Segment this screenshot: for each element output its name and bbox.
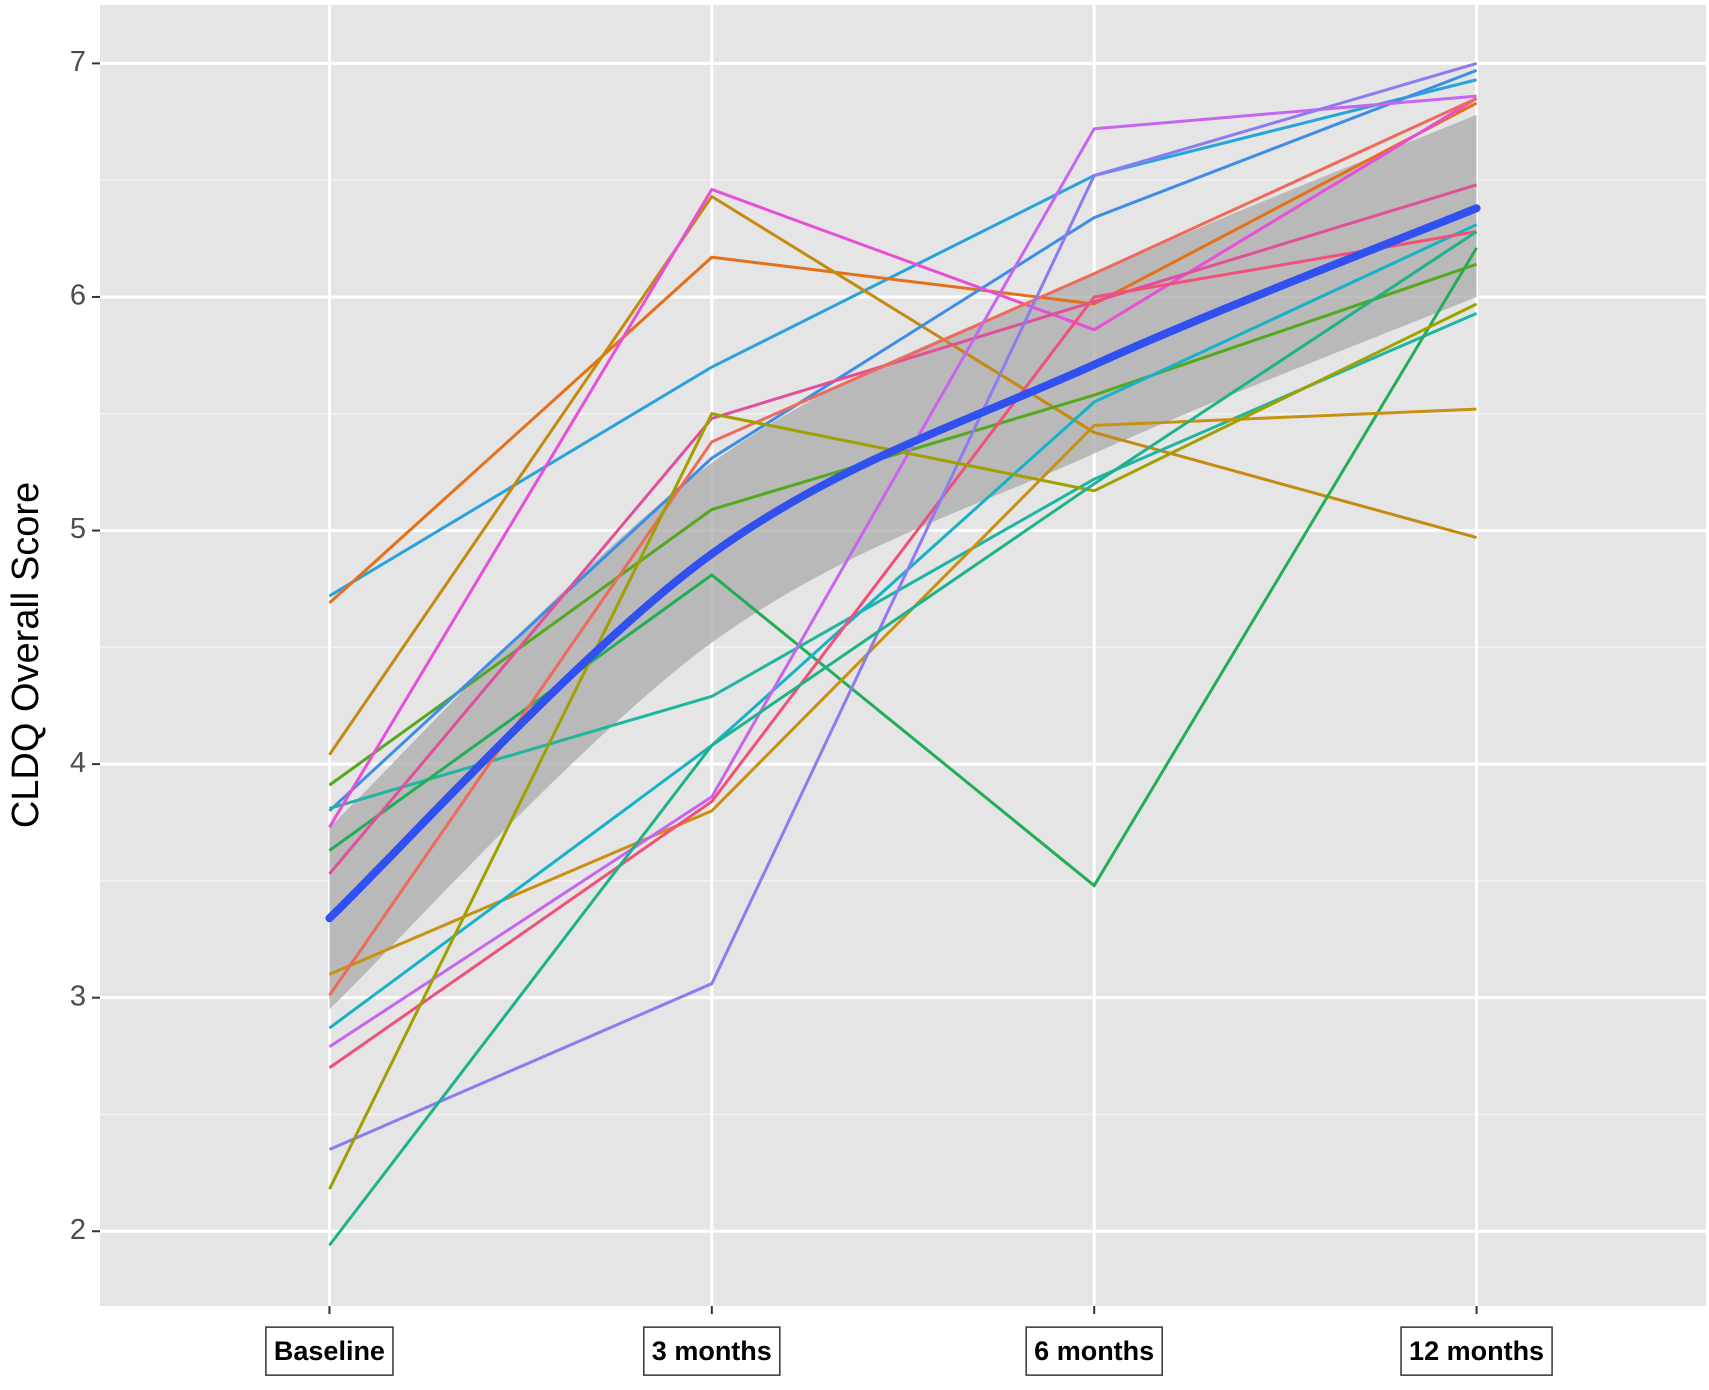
- y-tick-label: 6: [70, 280, 86, 312]
- series-line: [328, 230, 1478, 1247]
- series-line: [328, 230, 1477, 1069]
- y-tick-label: 5: [70, 513, 86, 545]
- x-tick-label: 12 months: [1409, 1336, 1544, 1366]
- series-line: [328, 78, 1477, 598]
- x-label-box: [1025, 1326, 1163, 1376]
- y-tick-label: 2: [70, 1214, 86, 1246]
- series-line: [328, 183, 1478, 875]
- y-tick-label: 4: [70, 747, 86, 779]
- y-tick-label: 3: [70, 980, 86, 1012]
- x-tick-label: 3 months: [652, 1336, 772, 1366]
- x-label-box: [265, 1326, 394, 1376]
- y-tick-label: 7: [70, 46, 86, 78]
- series-line: [328, 302, 1478, 1190]
- y-axis-label: CLDQ Overall Score: [5, 482, 47, 828]
- series-line: [328, 69, 1478, 812]
- x-tick-label: Baseline: [274, 1336, 385, 1366]
- series-line: [328, 247, 1478, 888]
- series-line: [328, 97, 1478, 828]
- smooth-line: [325, 204, 1481, 923]
- x-label-box: [643, 1326, 781, 1376]
- series-line: [328, 407, 1477, 976]
- series-line: [328, 194, 1477, 756]
- x-label-box: [1400, 1326, 1553, 1376]
- series-line: [328, 61, 1477, 1151]
- series-line: [328, 94, 1477, 1048]
- series-line: [328, 223, 1478, 1030]
- confidence-ribbon: [329, 114, 1477, 1010]
- x-tick-label: 6 months: [1034, 1336, 1154, 1366]
- series-line: [328, 101, 1478, 605]
